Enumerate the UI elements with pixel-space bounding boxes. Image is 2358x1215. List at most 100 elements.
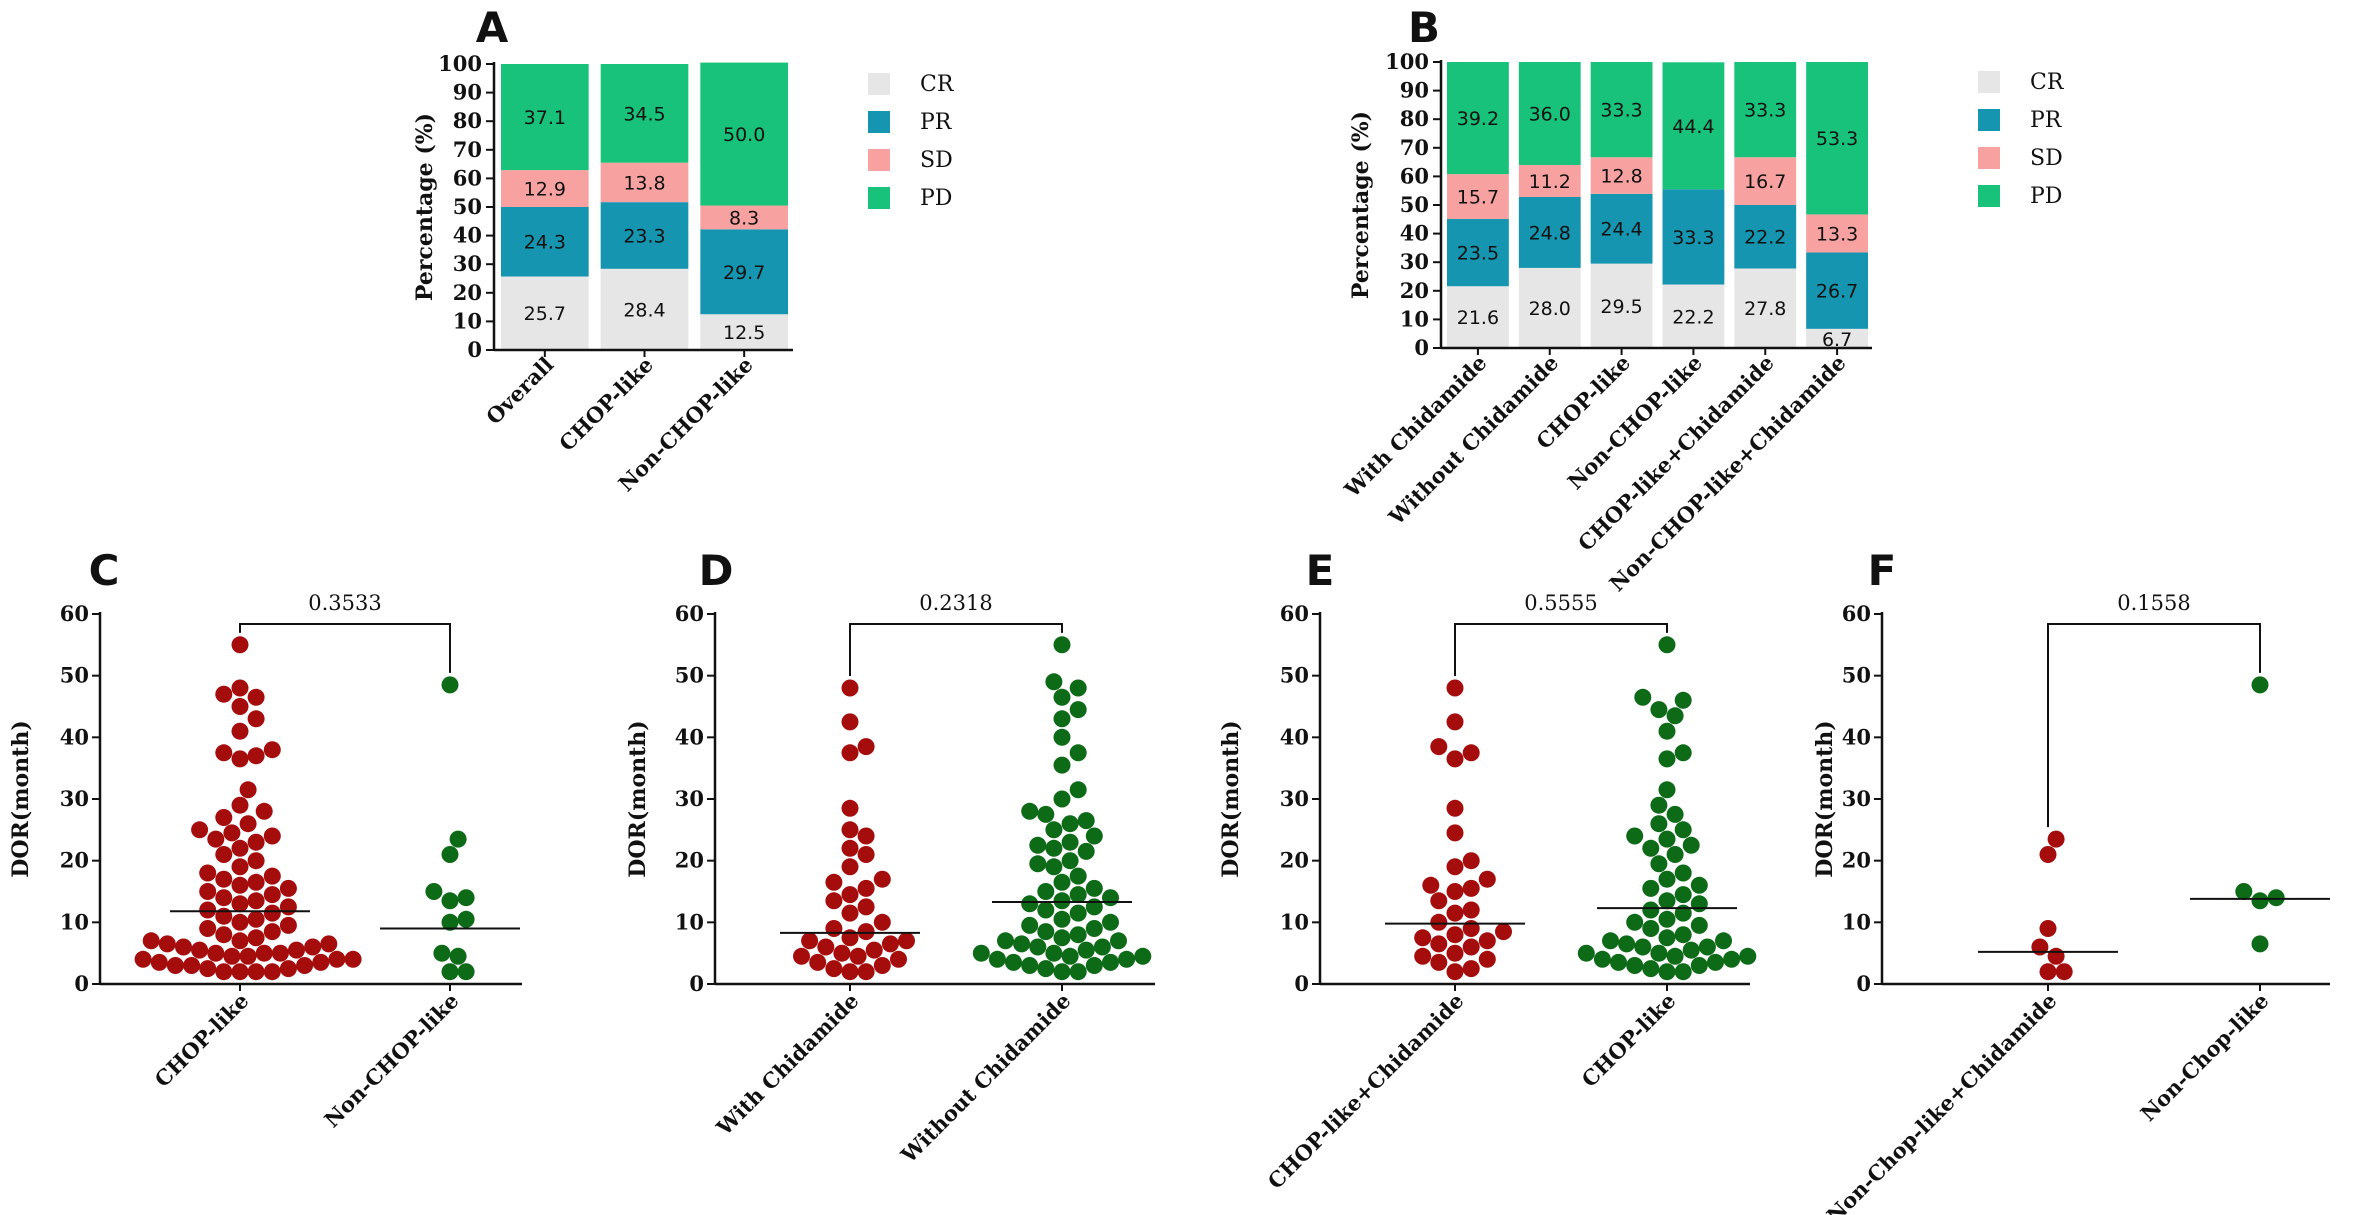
bar-segment-cr-non-chop-like-chidamide [1806, 328, 1868, 348]
data-label: 13.8 [623, 172, 665, 194]
data-point-chop-like [231, 963, 249, 981]
y-tick-label: 60 [60, 601, 89, 626]
data-point-with-chidamide [857, 923, 875, 941]
data-point-chop-like [312, 953, 330, 971]
data-point-with-chidamide [857, 898, 875, 916]
data-point-without-chidamide [1037, 960, 1055, 978]
data-point-chop-like-chidamide [1446, 926, 1464, 944]
significance-bracket [849, 623, 1063, 676]
data-point-without-chidamide [1045, 858, 1063, 876]
data-label: 33.3 [1672, 227, 1714, 249]
data-point-chop-like-chidamide [1430, 892, 1448, 910]
data-point-chop-like [247, 963, 265, 981]
y-tick-label: 90 [453, 80, 482, 105]
data-point-chop-like-chidamide [1446, 858, 1464, 876]
legend-swatch-sd [1978, 147, 2000, 169]
bar-segment-sd-chop-like [600, 162, 689, 203]
legend-swatch-pr [1978, 109, 2000, 131]
data-point-non-chop-like [441, 676, 459, 694]
data-point-chop-like [215, 889, 233, 907]
data-point-chop-like-chidamide [1446, 883, 1464, 900]
data-point-without-chidamide [1093, 938, 1111, 956]
panel-letter: F [1868, 546, 1897, 595]
y-tick-label: 20 [1280, 848, 1309, 873]
data-point-chop-like [1698, 938, 1716, 956]
data-point-with-chidamide [857, 738, 875, 756]
data-point-chop-like [231, 722, 249, 740]
data-point-chop-like [1610, 953, 1627, 971]
panel-letter: C [89, 546, 120, 595]
data-label: 12.9 [524, 179, 566, 201]
data-label: 6.7 [1822, 329, 1852, 351]
legend-label: CR [2030, 70, 2065, 95]
data-point-chop-like-chidamide [1430, 953, 1448, 971]
data-point-chop-like [1666, 805, 1684, 823]
data-point-chop-like [1723, 950, 1741, 968]
data-point-non-chop-like-chidamide [2055, 963, 2073, 981]
data-point-with-chidamide [841, 839, 859, 857]
bar-segment-sd-with-chidamide [1447, 174, 1509, 220]
y-tick-label: 40 [453, 223, 482, 248]
y-tick-label: 0 [689, 971, 704, 996]
data-point-with-chidamide [841, 858, 859, 876]
data-point-chop-like [207, 830, 225, 848]
data-point-chop-like [320, 935, 338, 953]
chart-panel-d: D 0 10 20 30 40 50 60 DOR(month) With Chidamide Wi… [625, 546, 1155, 1168]
data-point-with-chidamide [857, 879, 875, 897]
data-point-without-chidamide [1021, 916, 1039, 934]
bar-segment-sd-non-chop-like [700, 205, 788, 230]
x-tick-label: With Chidamide [711, 988, 864, 1141]
chart-panel-e: E 0 10 20 30 40 50 60 DOR(month) CHOP-like+Chidam… [1218, 546, 1757, 1194]
data-point-without-chidamide [1085, 957, 1103, 974]
y-tick-label: 30 [60, 786, 89, 811]
data-point-chop-like [1658, 910, 1676, 928]
data-point-chop-like [183, 957, 201, 974]
data-point-chop-like [223, 824, 241, 842]
bar-segment-pd-non-chop-like [700, 62, 788, 206]
data-point-without-chidamide [1013, 935, 1031, 953]
y-tick-label: 0 [74, 971, 89, 996]
data-point-non-chop-like [449, 947, 467, 965]
data-point-with-chidamide [809, 953, 827, 971]
y-tick-label: 40 [675, 724, 704, 749]
data-point-chop-like [231, 858, 249, 876]
data-point-without-chidamide [1077, 941, 1095, 959]
data-label: 23.3 [623, 225, 665, 247]
data-point-chop-like [255, 944, 273, 962]
bar-segment-pr-non-chop-like [1662, 189, 1725, 285]
data-point-without-chidamide [1118, 950, 1136, 968]
data-point-chop-like-chidamide [1446, 750, 1464, 768]
significance-bracket [2047, 623, 2261, 828]
data-point-chop-like [279, 898, 297, 916]
legend-swatch-pd [1978, 185, 2000, 207]
data-point-with-chidamide [890, 950, 907, 968]
bar-segment-pd-non-chop-like [1662, 62, 1725, 190]
y-axis-label: Percentage (%) [412, 113, 438, 301]
data-point-chop-like-chidamide [1462, 744, 1480, 762]
data-point-chop-like-chidamide [1495, 923, 1512, 941]
data-point-chop-like [215, 870, 233, 888]
bar-segment-sd-non-chop-like-chidamide [1806, 214, 1868, 253]
bar-segment-pr-overall [501, 207, 589, 277]
data-point-chop-like [231, 932, 249, 950]
data-point-chop-like [247, 910, 265, 928]
y-axis-label: DOR(month) [625, 720, 651, 877]
data-point-chop-like [1707, 953, 1724, 971]
x-tick-label: CHOP-like+Chidamide [1263, 988, 1469, 1194]
data-point-without-chidamide [1021, 957, 1039, 974]
data-point-without-chidamide [1069, 781, 1087, 799]
data-point-chop-like [150, 953, 168, 971]
data-point-chop-like [296, 957, 314, 974]
bar-segment-cr-with-chidamide [1447, 286, 1509, 348]
y-tick-label: 50 [1280, 663, 1309, 688]
data-point-chop-like [215, 846, 233, 863]
data-point-chop-like-chidamide [1422, 876, 1440, 894]
data-point-chop-like [1658, 870, 1676, 888]
data-point-without-chidamide [1061, 947, 1079, 965]
bar-segment-cr-chop-like [1590, 263, 1653, 348]
data-point-chop-like-chidamide [1462, 852, 1480, 870]
data-point-without-chidamide [1077, 842, 1095, 860]
data-label: 13.3 [1816, 223, 1858, 245]
data-point-chop-like [1666, 947, 1684, 965]
data-point-chop-like-chidamide [1462, 879, 1480, 897]
